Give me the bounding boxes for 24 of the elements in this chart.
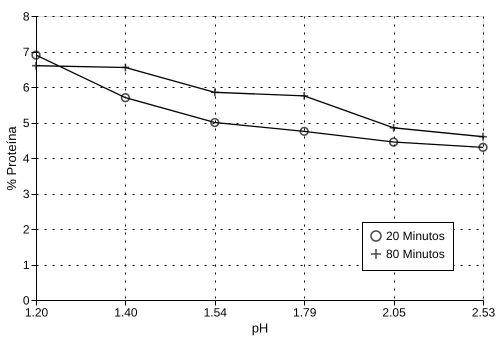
y-tick-label: 1 (22, 258, 30, 272)
y-tick-label: 5 (22, 116, 30, 130)
y-axis-title: % Proteína (4, 126, 19, 191)
y-tick-label: 0 (22, 294, 30, 308)
x-tick-label: 2.53 (472, 306, 496, 320)
point (210, 118, 220, 128)
point (388, 137, 398, 147)
y-tick-label: 4 (22, 152, 30, 166)
legend-label: 80 Minutos (386, 247, 445, 261)
y-tick-label: 6 (22, 80, 30, 94)
x-tick-label: 2.05 (382, 306, 406, 320)
x-axis-title: pH (252, 320, 268, 336)
x-tick-label: 1.79 (293, 306, 317, 320)
y-tick-label: 7 (22, 45, 30, 59)
y-tick-label: 2 (22, 222, 30, 236)
x-tick-label: 1.20 (24, 306, 48, 320)
legend-label: 20 Minutos (386, 229, 445, 243)
x-tick-label: 1.40 (114, 306, 138, 320)
x-tick-label: 1.54 (204, 306, 228, 320)
point (120, 92, 130, 102)
y-tick-label: 8 (22, 10, 30, 24)
point (300, 126, 309, 136)
point (478, 142, 488, 152)
y-tick-label: 3 (22, 187, 30, 201)
